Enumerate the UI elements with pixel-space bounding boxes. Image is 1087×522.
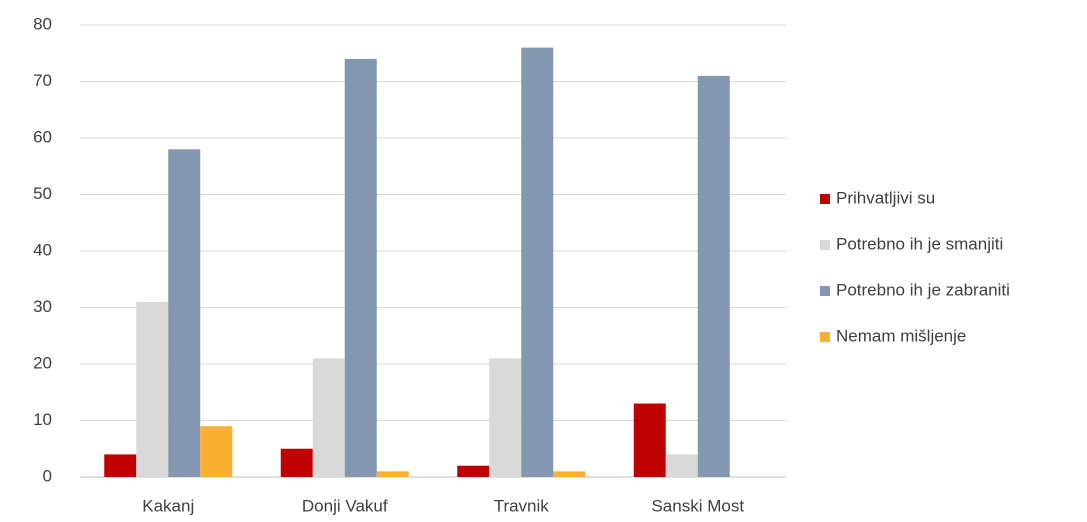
legend-swatch xyxy=(820,240,830,250)
bar xyxy=(376,471,409,477)
y-tick-label: 50 xyxy=(33,184,52,203)
y-tick-label: 80 xyxy=(33,14,52,33)
bar xyxy=(104,454,137,477)
bar xyxy=(633,403,666,477)
bar xyxy=(280,448,313,477)
bar xyxy=(697,75,730,477)
y-tick-label: 20 xyxy=(33,353,52,372)
x-tick-label: Donji Vakuf xyxy=(302,496,388,515)
bar xyxy=(312,358,345,477)
x-tick-label: Travnik xyxy=(494,496,550,515)
x-tick-label: Kakanj xyxy=(142,496,194,515)
y-tick-label: 30 xyxy=(33,297,52,316)
bar xyxy=(457,465,490,477)
legend-swatch xyxy=(820,194,830,204)
bar xyxy=(168,149,201,478)
legend-swatch xyxy=(820,332,830,342)
bar xyxy=(521,47,554,477)
bar xyxy=(665,454,698,477)
bar xyxy=(553,471,586,477)
bar xyxy=(489,358,522,477)
y-tick-label: 10 xyxy=(33,410,52,429)
legend-label: Nemam mišljenje xyxy=(836,326,966,345)
legend-label: Prihvatljivi su xyxy=(836,188,935,207)
legend-swatch xyxy=(820,286,830,296)
y-tick-label: 60 xyxy=(33,127,52,146)
y-tick-label: 70 xyxy=(33,71,52,90)
x-tick-label: Sanski Most xyxy=(651,496,744,515)
bar xyxy=(344,58,377,478)
y-tick-label: 0 xyxy=(43,466,52,485)
bar xyxy=(136,301,169,477)
y-tick-label: 40 xyxy=(33,240,52,259)
legend-label: Potrebno ih je smanjiti xyxy=(836,234,1003,253)
legend-label: Potrebno ih je zabraniti xyxy=(836,280,1010,299)
bar xyxy=(200,426,233,477)
